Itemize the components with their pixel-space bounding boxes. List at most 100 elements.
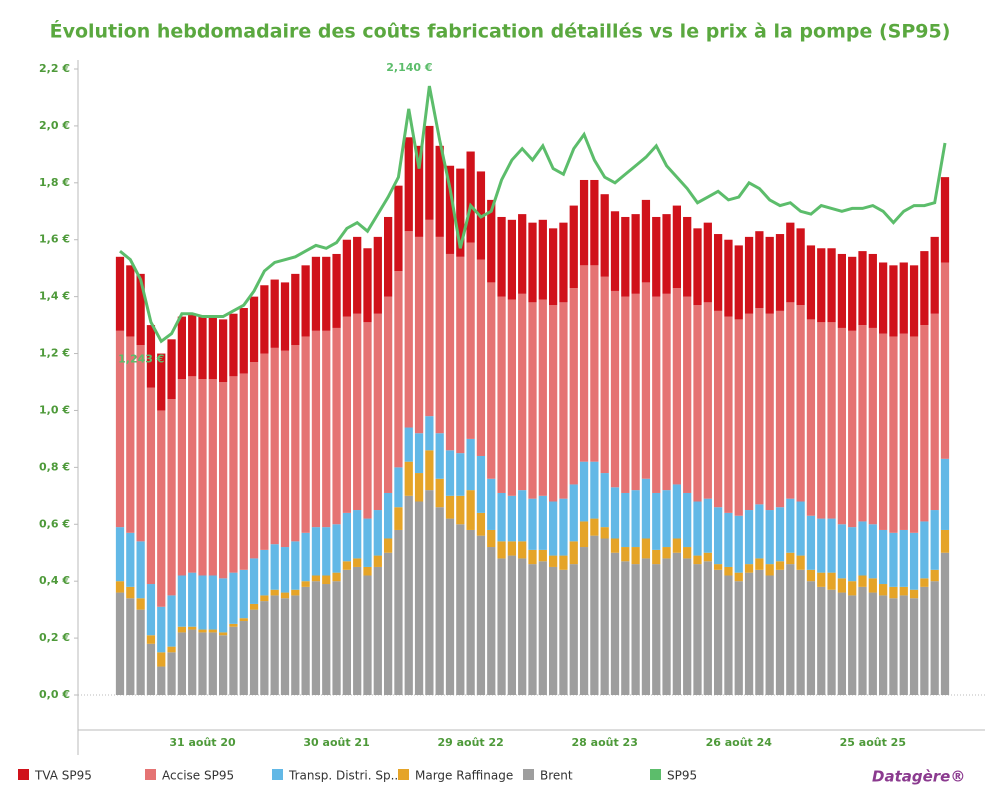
bar-segment: [930, 313, 939, 511]
bar-segment: [363, 566, 372, 576]
bar-segment: [755, 308, 764, 505]
bar-segment: [280, 592, 290, 599]
bar-segment: [136, 541, 145, 599]
bar-segment: [765, 510, 774, 565]
bar-segment: [920, 578, 929, 587]
y-tick-label: 0,0 €: [39, 688, 70, 701]
bar-segment: [322, 330, 331, 528]
bar-segment: [827, 589, 836, 695]
bar-segment: [487, 478, 496, 530]
bar-segment: [755, 231, 764, 309]
bar-segment: [858, 521, 867, 576]
bar-segment: [889, 336, 898, 533]
bar-segment: [280, 282, 290, 351]
bar-segment: [724, 316, 733, 513]
bar-segment: [270, 544, 279, 590]
bar-segment: [476, 535, 486, 695]
bar-segment: [610, 211, 620, 291]
bar-segment: [724, 575, 733, 695]
bar-segment: [126, 586, 135, 599]
bar-segment: [445, 495, 455, 519]
bar-segment: [425, 490, 434, 695]
bar-segment: [631, 214, 640, 294]
bar-segment: [373, 566, 382, 695]
bar-segment: [208, 379, 217, 576]
bar-segment: [569, 564, 578, 695]
bar-segment: [920, 325, 929, 522]
bar-segment: [940, 552, 950, 695]
bar-segment: [260, 601, 269, 695]
bar-segment: [528, 549, 537, 565]
bar-segment: [940, 529, 950, 553]
y-tick-label: 1,8 €: [39, 176, 70, 189]
bar-segment: [662, 558, 671, 695]
bar-segment: [621, 492, 630, 548]
bar-segment: [115, 592, 125, 695]
bar-segment: [703, 302, 712, 499]
bar-segment: [507, 541, 516, 556]
bar-segment: [600, 538, 609, 695]
legend-label: Accise SP95: [162, 769, 234, 783]
bar-segment: [858, 251, 867, 326]
bar-segment: [445, 450, 455, 496]
bar-segment: [765, 564, 774, 576]
bar-segment: [456, 168, 465, 257]
bar-segment: [879, 529, 888, 585]
bar-segment: [332, 253, 341, 328]
data-label: 2,140 €: [386, 61, 432, 74]
bar-segment: [219, 635, 228, 695]
bar-segment: [940, 262, 950, 459]
bar-segment: [487, 282, 496, 479]
legend-label: Marge Raffinage: [415, 769, 513, 783]
legend-label: TVA SP95: [34, 769, 92, 783]
bar-segment: [373, 510, 382, 556]
bar-segment: [198, 379, 207, 576]
bar-segment: [404, 461, 413, 496]
bar-segment: [765, 236, 774, 314]
bar-segment: [280, 598, 290, 695]
bar-segment: [384, 296, 393, 493]
bar-segment: [126, 598, 135, 695]
bar-segment: [528, 302, 537, 499]
bar-segment: [693, 501, 702, 556]
bar-segment: [786, 552, 795, 565]
bar-segment: [827, 322, 836, 519]
bar-segment: [549, 566, 558, 695]
bar-segment: [755, 504, 764, 559]
bar-segment: [734, 572, 743, 582]
bar-segment: [394, 185, 403, 272]
bar-segment: [280, 350, 290, 548]
bar-segment: [456, 495, 465, 525]
bar-segment: [157, 410, 166, 607]
bar-segment: [136, 345, 145, 542]
bar-segment: [466, 529, 475, 695]
bar-segment: [662, 214, 671, 294]
bar-segment: [714, 310, 723, 508]
bar-segment: [177, 316, 186, 380]
bar-segment: [342, 561, 351, 570]
bar-segment: [260, 595, 269, 602]
y-tick-label: 2,2 €: [39, 62, 70, 75]
bar-segment: [435, 507, 444, 695]
bar-segment: [435, 433, 444, 479]
bar-segment: [786, 498, 795, 553]
bar-segment: [404, 231, 413, 428]
bar-segment: [683, 216, 692, 297]
bar-segment: [414, 433, 424, 474]
bar-segment: [827, 518, 836, 573]
bar-segment: [146, 584, 156, 636]
bar-segment: [311, 575, 321, 582]
bar-segment: [549, 555, 558, 567]
bar-segment: [775, 569, 785, 695]
bar-segment: [167, 595, 176, 647]
bar-segment: [322, 527, 331, 576]
bar-segment: [198, 632, 207, 695]
bar-segment: [270, 595, 279, 695]
bar-segment: [786, 222, 795, 303]
bar-segment: [219, 578, 228, 633]
bar-segment: [590, 461, 599, 519]
bar-segment: [744, 572, 754, 695]
bar-segment: [518, 558, 527, 695]
bar-segment: [188, 572, 197, 627]
bar-segment: [136, 598, 145, 610]
